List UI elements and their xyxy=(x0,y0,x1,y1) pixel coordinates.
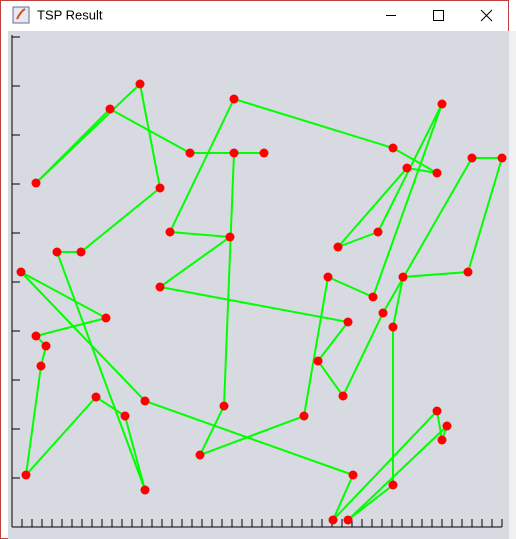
city-point xyxy=(155,282,165,292)
city-point xyxy=(76,247,86,257)
city-point xyxy=(41,341,51,351)
city-point xyxy=(219,401,229,411)
maximize-button[interactable] xyxy=(433,10,444,21)
window-title: TSP Result xyxy=(37,8,103,23)
plot xyxy=(11,35,507,528)
city-point xyxy=(140,485,150,495)
city-point xyxy=(31,331,41,341)
city-point xyxy=(378,308,388,318)
city-point xyxy=(328,515,338,525)
city-point xyxy=(323,272,333,282)
city-point xyxy=(432,406,442,416)
city-point xyxy=(195,450,205,460)
city-point xyxy=(442,421,452,431)
city-point xyxy=(259,148,269,158)
city-point xyxy=(52,247,62,257)
city-point xyxy=(229,148,239,158)
app-icon xyxy=(12,6,30,24)
plot-panel xyxy=(8,31,509,539)
city-point xyxy=(467,153,477,163)
city-point xyxy=(135,79,145,89)
city-point xyxy=(497,153,507,163)
city-point xyxy=(388,322,398,332)
city-point xyxy=(333,242,343,252)
city-point xyxy=(16,267,26,277)
city-point xyxy=(398,272,408,282)
city-point xyxy=(343,317,353,327)
city-point xyxy=(155,183,165,193)
city-point xyxy=(388,480,398,490)
city-point xyxy=(338,391,348,401)
city-point xyxy=(432,168,442,178)
city-point xyxy=(105,104,115,114)
city-point xyxy=(36,361,46,371)
city-point xyxy=(348,470,358,480)
city-point xyxy=(140,396,150,406)
city-point xyxy=(402,163,412,173)
city-point xyxy=(368,292,378,302)
city-point xyxy=(373,227,383,237)
city-point xyxy=(91,392,101,402)
city-point xyxy=(31,178,41,188)
city-point xyxy=(437,435,447,445)
city-point xyxy=(343,515,353,525)
city-point xyxy=(313,356,323,366)
city-point xyxy=(463,267,473,277)
city-point xyxy=(229,94,239,104)
city-point xyxy=(101,313,111,323)
city-point xyxy=(185,148,195,158)
city-point xyxy=(165,227,175,237)
close-button[interactable] xyxy=(480,9,493,22)
city-point xyxy=(120,411,130,421)
city-point xyxy=(437,99,447,109)
city-point xyxy=(21,470,31,480)
city-point xyxy=(225,232,235,242)
city-point xyxy=(388,143,398,153)
background-strip xyxy=(509,31,516,539)
city-point xyxy=(299,411,309,421)
